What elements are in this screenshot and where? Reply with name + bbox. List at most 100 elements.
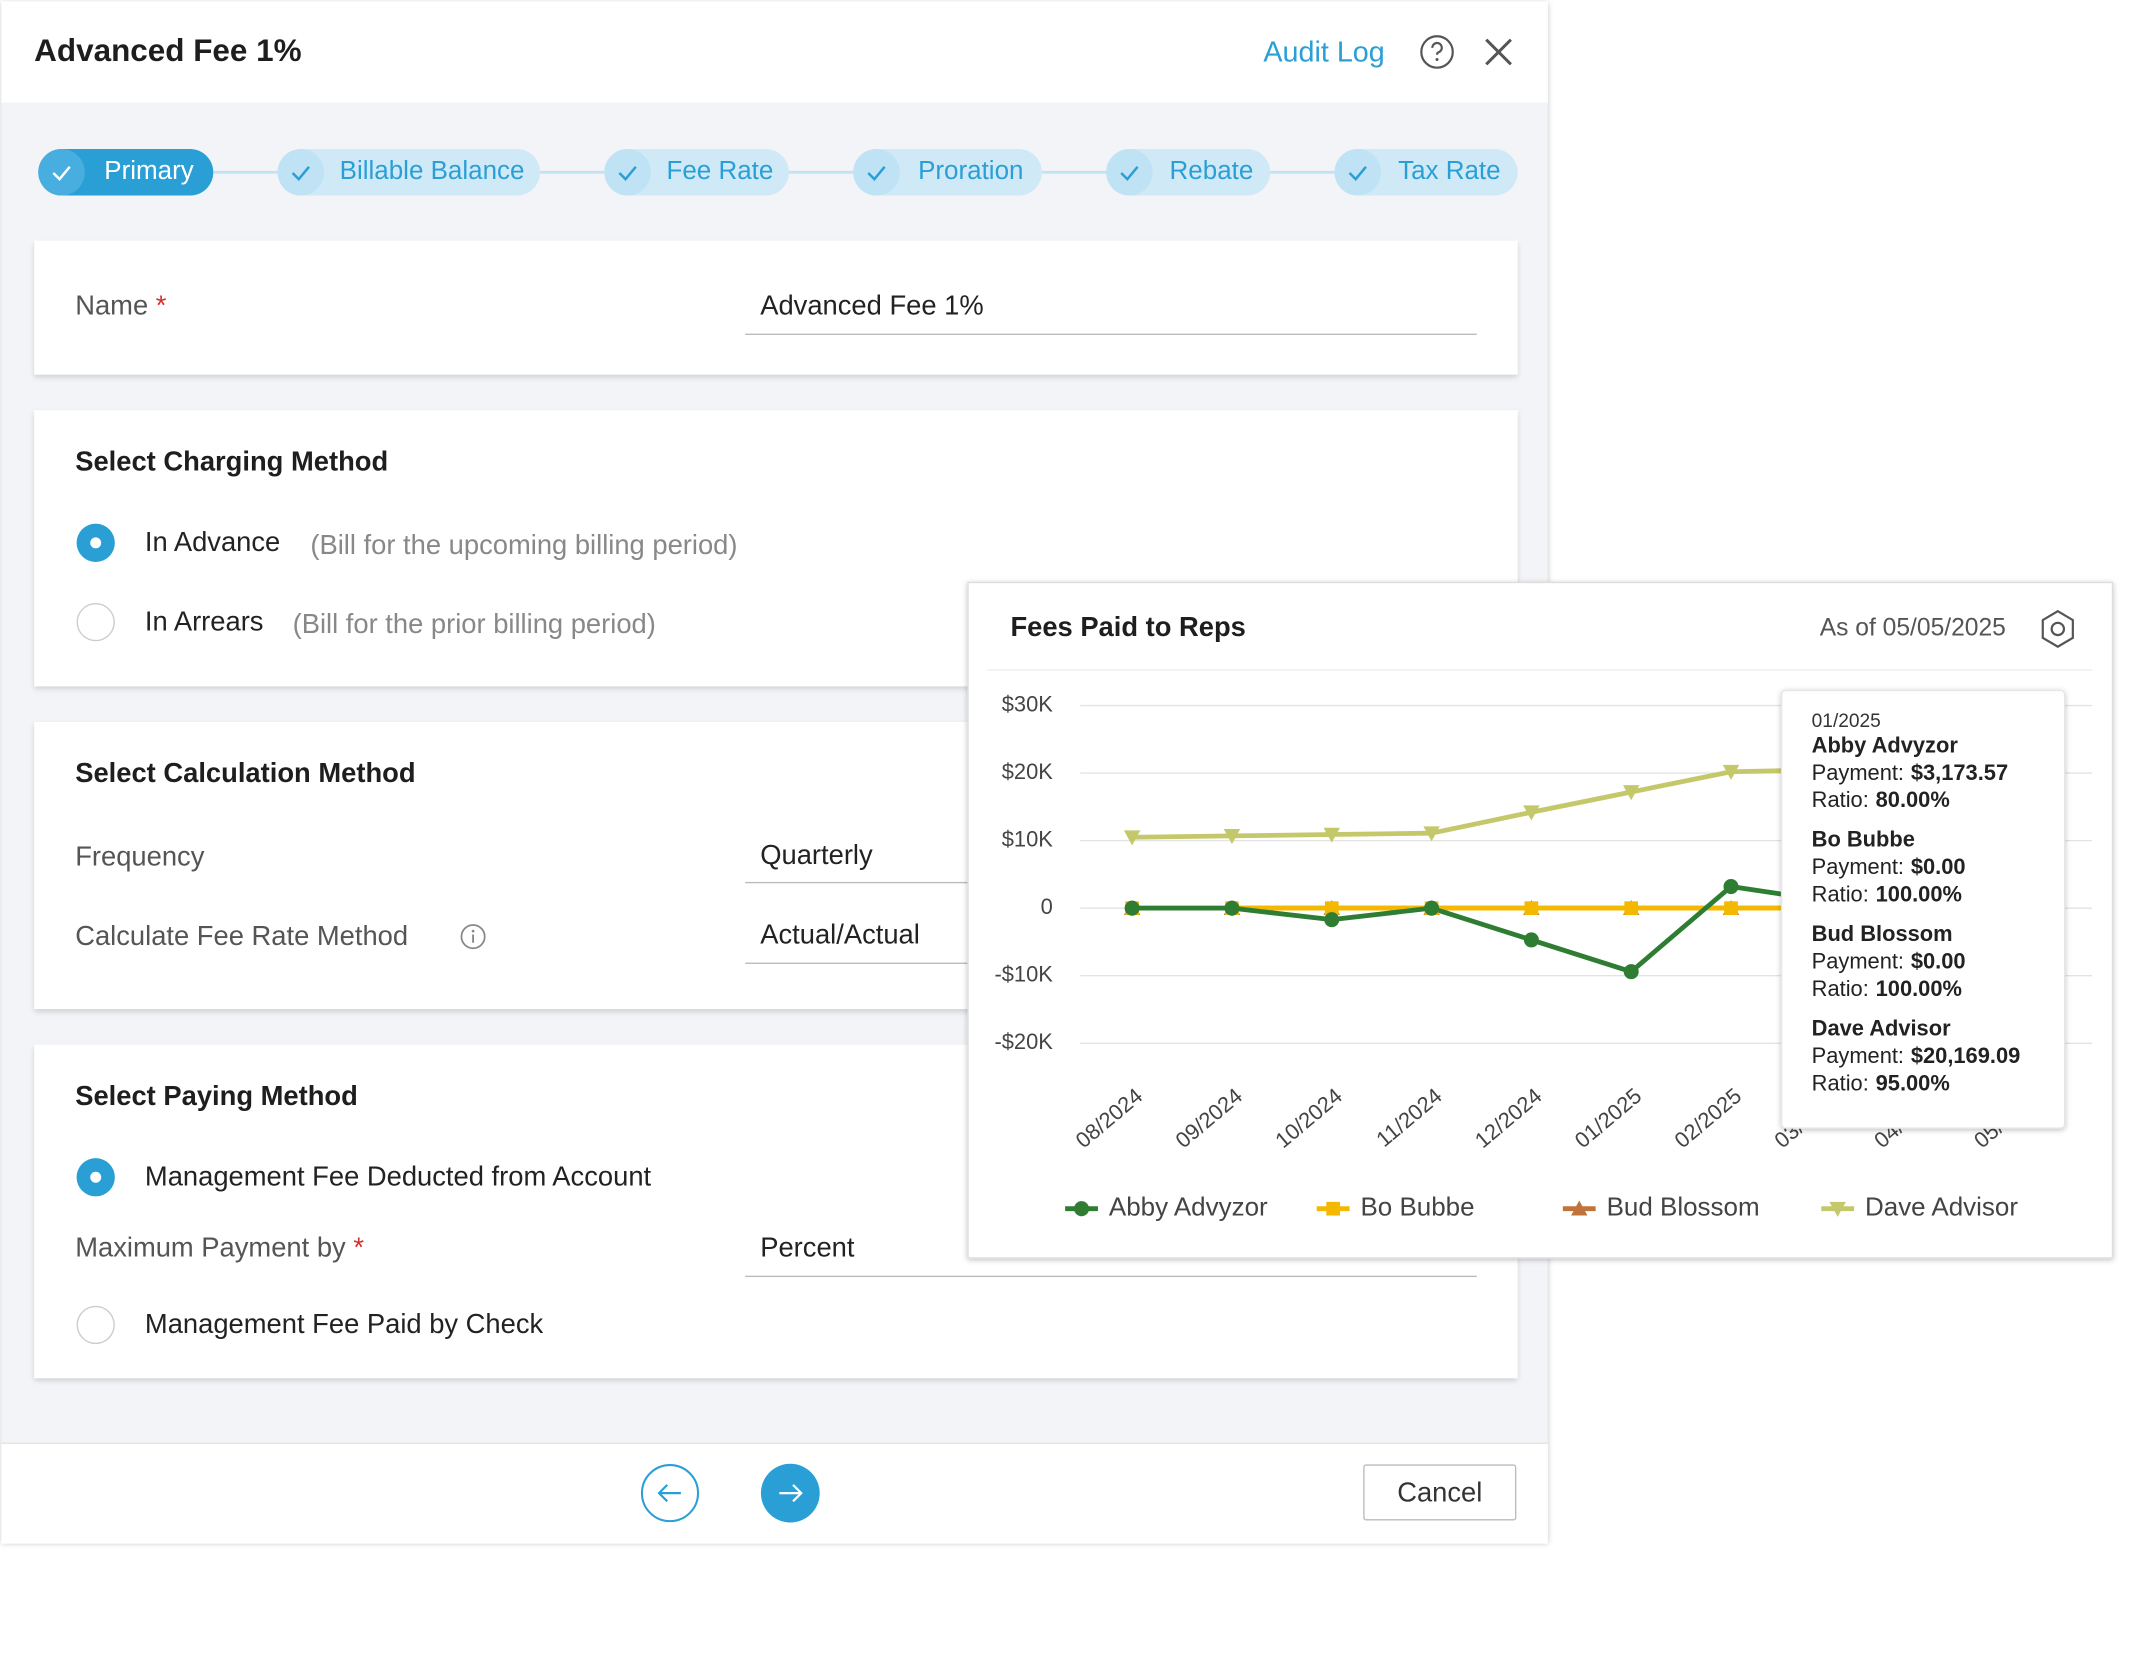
y-tick-label: $20K — [1002, 759, 1053, 784]
select-value[interactable]: Quarterly — [760, 840, 873, 871]
data-point — [1523, 805, 1540, 821]
step-label: Billable Balance — [339, 157, 525, 186]
cancel-button[interactable] — [1363, 1464, 1517, 1521]
y-tick-label: $30K — [1002, 691, 1053, 716]
dialog-title: Advanced Fee 1% — [34, 32, 302, 68]
tooltip-row: Ratio: 100.00% — [1812, 976, 1962, 1001]
step-check — [866, 161, 888, 183]
section-title: Select Calculation Method — [75, 758, 416, 789]
info-icon[interactable] — [459, 923, 486, 950]
field-label: Frequency — [75, 842, 205, 873]
option-label: Management Fee Paid by Check — [144, 1309, 544, 1340]
data-point — [1324, 901, 1339, 916]
radio[interactable] — [76, 1158, 115, 1197]
check-icon — [1120, 166, 1139, 181]
step-check — [1118, 161, 1140, 183]
step-check-bg — [853, 149, 900, 196]
tooltip-key: Ratio: — [1812, 881, 1869, 906]
option-label: In Advance — [144, 527, 281, 558]
chart-title: Fees Paid to Reps — [1010, 611, 1245, 642]
step-check — [617, 161, 639, 183]
data-point — [1523, 932, 1539, 948]
step-label: Fee Rate — [666, 157, 774, 186]
tooltip-name: Bud Blossom — [1812, 921, 1953, 946]
data-point — [1424, 900, 1440, 916]
field-label: Calculate Fee Rate Method — [75, 921, 409, 952]
data-point — [1724, 901, 1738, 916]
step-connector — [1270, 170, 1335, 174]
y-tick-label: $10K — [1002, 826, 1053, 851]
check-icon — [291, 166, 310, 181]
tooltip-row: Payment: $3,173.57 — [1812, 760, 2008, 785]
tooltip-row: Payment: $0.00 — [1812, 854, 1966, 879]
input-underline — [745, 333, 1477, 335]
field-label: Maximum Payment by * — [75, 1232, 364, 1265]
data-point — [1324, 912, 1340, 928]
radio[interactable] — [76, 1305, 115, 1345]
step-label: Proration — [918, 157, 1024, 186]
legend-marker — [1829, 1201, 1846, 1217]
tooltip-value: $20,169.09 — [1911, 1043, 2020, 1068]
legend-label: Bud Blossom — [1607, 1192, 1760, 1222]
tooltip-value: $0.00 — [1911, 854, 1966, 879]
back-button[interactable] — [640, 1463, 700, 1523]
check-icon — [52, 166, 71, 181]
data-point — [1223, 829, 1241, 845]
as-of-date: As of 05/05/2025 — [1820, 614, 2006, 641]
check-icon — [618, 166, 637, 181]
step-check-bg — [277, 149, 325, 196]
tooltip-row: Payment: $20,169.09 — [1812, 1043, 2021, 1068]
radio[interactable] — [76, 602, 115, 642]
data-point — [1124, 900, 1140, 916]
radio[interactable] — [76, 523, 115, 562]
step-label: Tax Rate — [1398, 157, 1501, 186]
select-value[interactable]: Actual/Actual — [760, 920, 920, 951]
data-point — [1623, 964, 1639, 980]
step-check-bg — [1106, 149, 1153, 196]
data-point — [1323, 827, 1340, 843]
section-title: Select Charging Method — [75, 447, 389, 478]
tooltip-row: Ratio: 80.00% — [1812, 787, 1950, 812]
step-check — [1347, 161, 1369, 183]
tooltip-key: Payment: — [1812, 948, 1904, 973]
section-title: Select Paying Method — [75, 1081, 358, 1112]
option-label: In Arrears — [144, 607, 264, 638]
label-text: Name — [75, 291, 149, 322]
help-icon[interactable] — [1419, 34, 1455, 70]
input-underline — [745, 1275, 1477, 1278]
tooltip-name: Abby Advyzor — [1812, 732, 1959, 757]
next-button[interactable] — [760, 1463, 820, 1523]
settings-icon[interactable] — [2041, 609, 2074, 649]
tooltip-key: Ratio: — [1812, 976, 1869, 1001]
step-connector — [1041, 170, 1107, 174]
tooltip-value: $0.00 — [1911, 948, 1966, 973]
data-point — [1524, 901, 1539, 916]
select-value[interactable]: Percent — [760, 1233, 855, 1264]
tooltip — [1780, 689, 2066, 1129]
legend-marker — [1571, 1200, 1588, 1216]
step-check — [290, 161, 312, 183]
step-check-bg — [38, 149, 85, 196]
tooltip-key: Payment: — [1812, 854, 1904, 879]
option-label: Management Fee Deducted from Account — [144, 1162, 652, 1193]
tooltip-key: Payment: — [1812, 760, 1904, 785]
data-point — [1622, 785, 1640, 801]
dialog-header — [1, 1, 1548, 103]
check-icon — [867, 166, 886, 181]
name-card — [34, 240, 1518, 375]
audit-log-link[interactable]: Audit Log — [1263, 36, 1385, 69]
input-value[interactable]: Advanced Fee 1% — [760, 291, 984, 322]
data-point — [1624, 901, 1639, 916]
tooltip-row: Payment: $0.00 — [1812, 948, 1966, 973]
y-tick-label: -$20K — [994, 1029, 1053, 1054]
close-icon[interactable] — [1484, 37, 1514, 67]
tooltip-value: 95.00% — [1876, 1070, 1950, 1095]
tooltip-key: Ratio: — [1812, 787, 1869, 812]
check-icon — [1348, 166, 1367, 181]
tooltip-key: Ratio: — [1812, 1070, 1869, 1095]
step-label: Rebate — [1169, 157, 1254, 186]
step-check-bg — [604, 149, 651, 196]
step-connector — [213, 170, 278, 174]
